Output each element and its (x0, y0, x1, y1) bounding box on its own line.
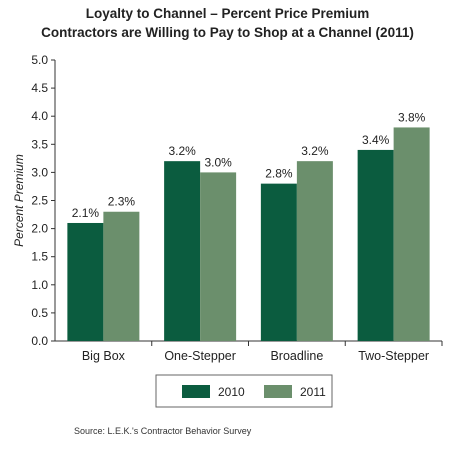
bar-two-stepper-2010 (357, 149, 394, 341)
y-tick-label-10: 5.0 (31, 53, 48, 67)
y-tick-label-8: 4.0 (31, 109, 48, 123)
bar-two-stepper-2011 (393, 127, 430, 341)
y-tick-label-3: 1.5 (31, 250, 48, 264)
y-tick-label-4: 2.0 (31, 222, 48, 236)
x-tick-label-2: Broadline (270, 349, 323, 363)
chart-title-line-2: Contractors are Willing to Pay to Shop a… (41, 25, 414, 40)
data-label-1-0: 3.2% (168, 144, 196, 158)
legend-label-2010: 2010 (218, 385, 245, 399)
legend-label-2011: 2011 (300, 385, 326, 399)
y-tick-label-0: 0.0 (31, 334, 48, 348)
data-label-3-1: 3.8% (398, 110, 426, 124)
bar-big-box-2011 (103, 211, 140, 341)
source-note: Source: L.E.K.'s Contractor Behavior Sur… (74, 426, 252, 436)
x-tick-label-3: Two-Stepper (358, 349, 429, 363)
x-tick-label-1: One-Stepper (164, 349, 236, 363)
y-tick-label-6: 3.0 (31, 165, 48, 179)
y-tick-label-5: 2.5 (31, 194, 48, 208)
bar-broadline-2011 (296, 161, 333, 341)
chart-title: Loyalty to Channel – Percent Price Premi… (0, 4, 455, 42)
y-axis-label: Percent Premium (12, 154, 26, 247)
bar-one-stepper-2011 (200, 172, 237, 341)
data-label-0-0: 2.1% (72, 206, 100, 220)
bar-one-stepper-2010 (164, 161, 201, 341)
bar-big-box-2010 (67, 222, 104, 341)
y-tick-label-7: 3.5 (31, 137, 48, 151)
legend-swatch-2011 (264, 385, 292, 398)
data-label-2-1: 3.2% (301, 144, 329, 158)
data-label-3-0: 3.4% (362, 133, 390, 147)
data-label-0-1: 2.3% (108, 195, 136, 209)
bar-broadline-2010 (260, 183, 297, 341)
data-label-2-0: 2.8% (265, 167, 293, 181)
legend-box (155, 374, 333, 408)
x-tick-label-0: Big Box (82, 349, 126, 363)
y-tick-label-2: 1.0 (31, 278, 48, 292)
legend-swatch-2010 (182, 385, 210, 398)
chart-title-line-1: Loyalty to Channel – Percent Price Premi… (85, 6, 370, 21)
y-tick-label-1: 0.5 (31, 306, 48, 320)
y-tick-label-9: 4.5 (31, 81, 48, 95)
data-label-1-1: 3.0% (204, 155, 232, 169)
